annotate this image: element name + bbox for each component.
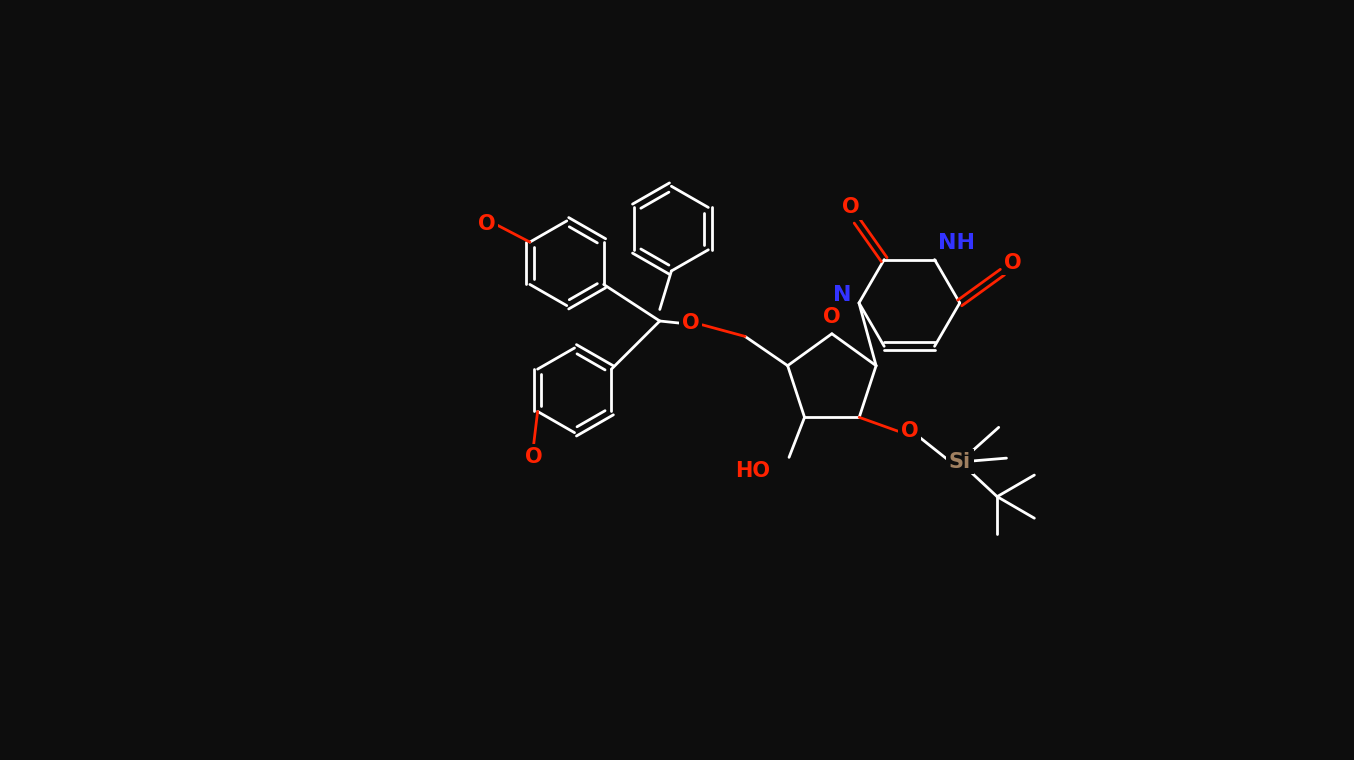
Text: N: N bbox=[833, 285, 852, 306]
Text: Si: Si bbox=[949, 452, 971, 472]
Text: O: O bbox=[823, 307, 841, 327]
Text: O: O bbox=[682, 313, 700, 334]
Text: O: O bbox=[842, 198, 860, 217]
Text: O: O bbox=[900, 421, 918, 442]
Text: HO: HO bbox=[735, 461, 770, 481]
Text: NH: NH bbox=[938, 233, 975, 252]
Text: O: O bbox=[1005, 253, 1022, 273]
Text: O: O bbox=[525, 447, 543, 467]
Text: O: O bbox=[478, 214, 496, 233]
